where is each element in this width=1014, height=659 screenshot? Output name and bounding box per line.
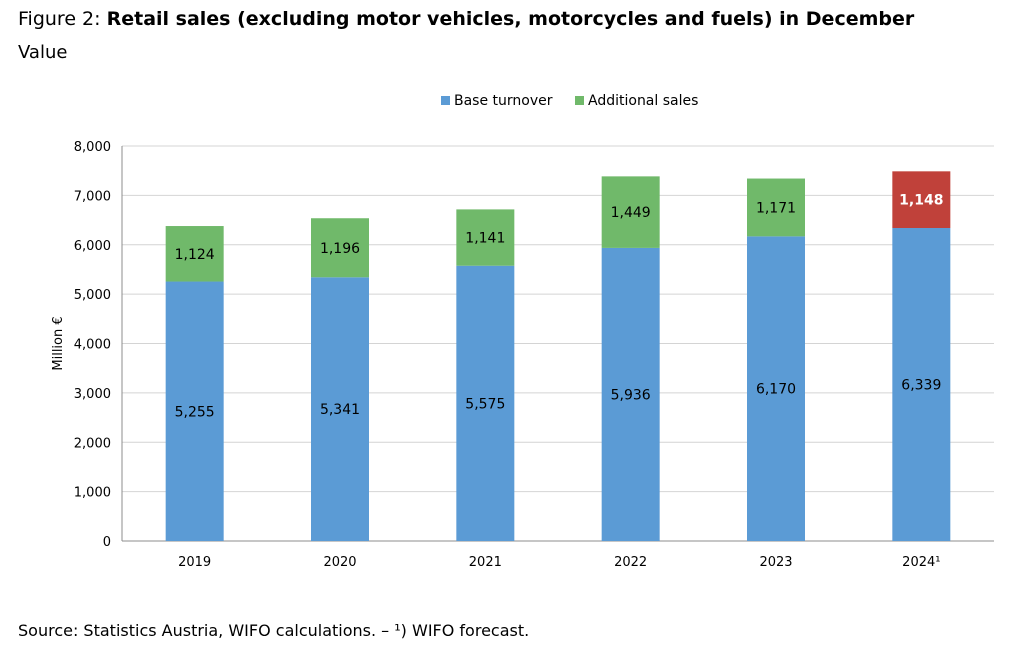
- y-tick-label: 7,000: [74, 189, 111, 204]
- data-label: 1,449: [611, 205, 651, 221]
- x-tick-label: 2024¹: [902, 555, 940, 570]
- bar-additional-sales: [456, 209, 515, 266]
- legend-swatch: [441, 96, 450, 105]
- legend-swatch: [575, 96, 584, 105]
- bar-additional-sales: [311, 218, 369, 278]
- stacked-bar-chart: 0 1,000 2,000 3,000 4,000 5,000 6,000 7,000 8,00…: [51, 93, 994, 570]
- figure-title: Retail sales (excluding motor vehicles, …: [106, 8, 915, 30]
- data-label: 1,141: [465, 231, 505, 247]
- bar-additional-sales: [892, 171, 951, 229]
- data-label: 1,196: [320, 241, 360, 257]
- bar-additional-sales: [601, 176, 660, 248]
- x-tick-label: 2023: [759, 555, 792, 570]
- legend-label: Base turnover: [454, 93, 553, 109]
- y-tick-label: 0: [103, 535, 111, 550]
- bar-base-turnover: [165, 281, 224, 541]
- bar-base-turnover: [747, 236, 805, 541]
- y-tick-label: 4,000: [74, 338, 111, 353]
- x-tick-label: 2019: [178, 555, 211, 570]
- figure-label: Figure 2:: [18, 8, 101, 30]
- legend-label: Additional sales: [588, 93, 698, 109]
- chart-subtitle: Value: [18, 42, 68, 63]
- data-label: 5,575: [465, 396, 505, 412]
- y-tick-label: 3,000: [74, 387, 111, 402]
- bar-base-turnover: [892, 228, 951, 541]
- bar-base-turnover: [311, 277, 369, 541]
- x-tick-label: 2021: [469, 555, 502, 570]
- y-tick-label: 6,000: [74, 239, 111, 254]
- y-axis-title: Million €: [51, 316, 66, 370]
- y-tick-label: 1,000: [74, 486, 111, 501]
- y-tick-label: 8,000: [74, 140, 111, 155]
- data-label: 6,339: [901, 378, 941, 394]
- data-label: 1,124: [175, 247, 215, 263]
- data-label: 5,341: [320, 402, 360, 418]
- bar-additional-sales: [165, 226, 224, 282]
- data-label: 1,171: [756, 200, 796, 216]
- bar-additional-sales: [747, 178, 805, 237]
- chart-title: Figure 2: Retail sales (excluding motor …: [18, 8, 914, 30]
- x-tick-label: 2020: [323, 555, 356, 570]
- data-label: 5,255: [175, 404, 215, 420]
- x-tick-label: 2022: [614, 555, 647, 570]
- bar-base-turnover: [601, 247, 660, 541]
- data-label: 6,170: [756, 382, 796, 398]
- y-tick-label: 2,000: [74, 436, 111, 451]
- bar-base-turnover: [456, 265, 515, 541]
- data-label: 1,148: [899, 193, 943, 209]
- source-note: Source: Statistics Austria, WIFO calcula…: [18, 621, 530, 640]
- y-tick-label: 5,000: [74, 288, 111, 303]
- data-label: 5,936: [611, 387, 651, 403]
